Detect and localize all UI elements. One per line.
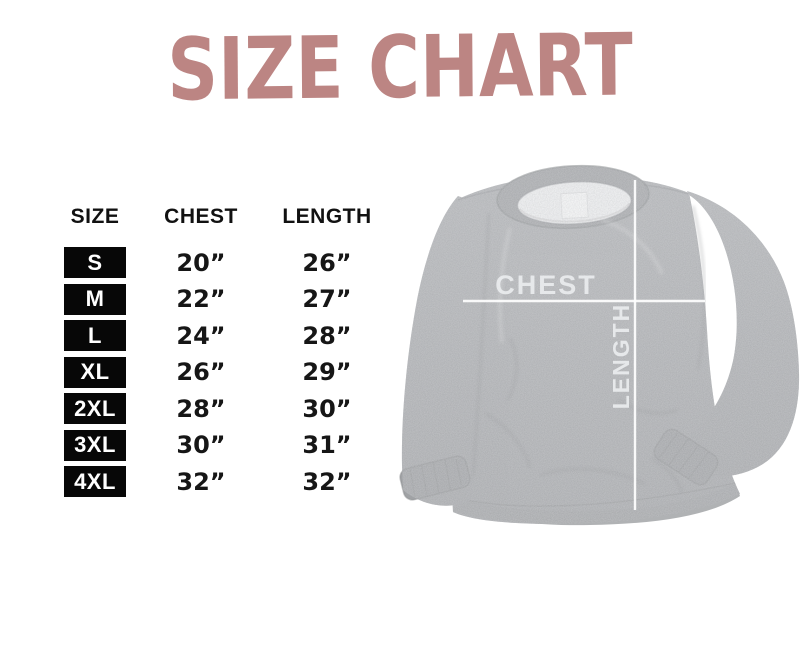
size-badge-cell: 2XL — [60, 393, 130, 424]
length-value: 26” — [302, 248, 352, 277]
page-title: SIZE CHART — [166, 15, 634, 121]
length-value: 32” — [302, 467, 352, 496]
table-row: S 20” 26” — [60, 247, 382, 278]
size-badge: 2XL — [64, 393, 126, 424]
size-label: 3XL — [74, 432, 116, 457]
size-label: S — [87, 249, 103, 275]
size-label: L — [88, 322, 102, 348]
size-badge: XL — [64, 356, 126, 388]
size-badge-cell: 3XL — [60, 429, 130, 461]
size-label: M — [85, 286, 105, 311]
size-badge: 3XL — [64, 429, 126, 461]
length-measure-label: LENGTH — [608, 303, 634, 410]
size-badge-cell: L — [60, 320, 130, 351]
column-header-size: SIZE — [70, 205, 120, 228]
size-label: XL — [80, 359, 110, 384]
chest-value: 22” — [176, 285, 226, 313]
table-header-row: SIZE CHEST LENGTH — [60, 205, 382, 229]
chest-value: 28” — [176, 394, 226, 423]
length-value: 31” — [302, 431, 352, 459]
table-row: 2XL 28” 30” — [60, 393, 382, 424]
chest-value: 30” — [176, 431, 226, 459]
sweatshirt-image: CHEST LENGTH — [399, 162, 800, 526]
table-body: S 20” 26” M 22” 27” L — [60, 247, 382, 497]
size-badge-cell: S — [60, 247, 130, 278]
size-badge-cell: 4XL — [60, 466, 130, 497]
length-value: 27” — [302, 285, 352, 313]
size-badge-cell: XL — [60, 356, 130, 388]
size-chart-table: SIZE CHEST LENGTH S 20” 26” M 2 — [60, 205, 382, 503]
length-value: 30” — [302, 394, 352, 423]
table-row: XL 26” 29” — [60, 356, 382, 388]
chest-measure-label: CHEST — [495, 270, 597, 300]
chest-value: 24” — [176, 321, 226, 350]
chest-value: 32” — [176, 467, 226, 496]
length-value: 29” — [302, 358, 352, 386]
table-row: L 24” 28” — [60, 320, 382, 351]
heather-texture-light — [401, 162, 800, 524]
size-badge: M — [64, 283, 126, 315]
chest-value: 26” — [176, 358, 226, 386]
size-badge: 4XL — [64, 466, 126, 497]
table-row: M 22” 27” — [60, 283, 382, 315]
size-badge: L — [64, 320, 126, 351]
length-value: 28” — [302, 321, 352, 350]
size-badge: S — [64, 247, 126, 278]
column-header-chest: CHEST — [164, 205, 238, 228]
column-header-length: LENGTH — [282, 205, 372, 228]
size-label: 2XL — [74, 395, 116, 421]
chest-value: 20” — [176, 248, 226, 277]
table-row: 4XL 32” 32” — [60, 466, 382, 497]
size-label: 4XL — [74, 468, 116, 494]
size-badge-cell: M — [60, 283, 130, 315]
table-row: 3XL 30” 31” — [60, 429, 382, 461]
